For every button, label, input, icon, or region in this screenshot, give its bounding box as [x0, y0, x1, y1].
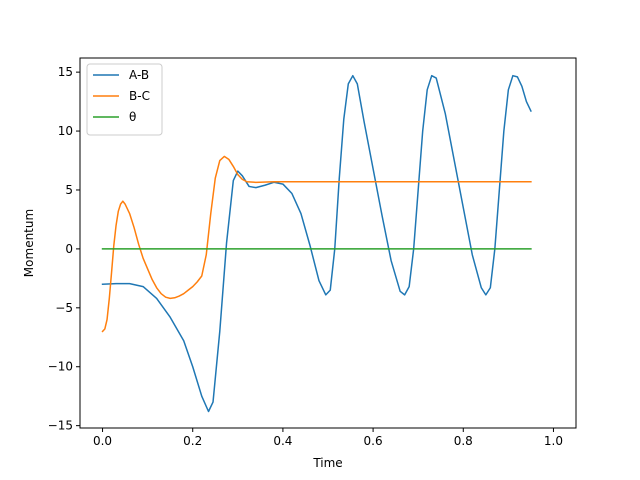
x-axis-label: Time	[312, 456, 342, 470]
x-tick-label: 0.2	[183, 434, 202, 448]
y-tick-label: −5	[55, 301, 73, 315]
y-axis-label: Momentum	[22, 209, 36, 277]
x-tick-label: 1.0	[544, 434, 563, 448]
plot-area	[101, 74, 532, 413]
x-tick-label: 0.4	[273, 434, 292, 448]
legend: A-B B-C θ	[86, 63, 163, 136]
series-line-1	[101, 74, 532, 413]
x-tick-label: 0.0	[93, 434, 112, 448]
x-tick-label: 0.8	[454, 434, 473, 448]
y-tick-label: 10	[58, 124, 73, 138]
y-axis: −15 −10 −5 0 5 10 15	[48, 65, 80, 433]
series-line-2	[101, 155, 532, 333]
y-tick-label: 15	[58, 65, 73, 79]
y-tick-label: −15	[48, 419, 73, 433]
axes-frame	[79, 57, 577, 429]
legend-label-3: θ	[129, 110, 136, 124]
y-tick-label: −10	[48, 360, 73, 374]
x-tick-label: 0.6	[364, 434, 383, 448]
legend-label-2: B-C	[129, 89, 150, 103]
x-axis: 0.0 0.2 0.4 0.6 0.8 1.0	[93, 428, 563, 448]
y-tick-label: 5	[65, 183, 73, 197]
legend-label-1: A-B	[129, 68, 149, 82]
y-tick-label: 0	[65, 242, 73, 256]
